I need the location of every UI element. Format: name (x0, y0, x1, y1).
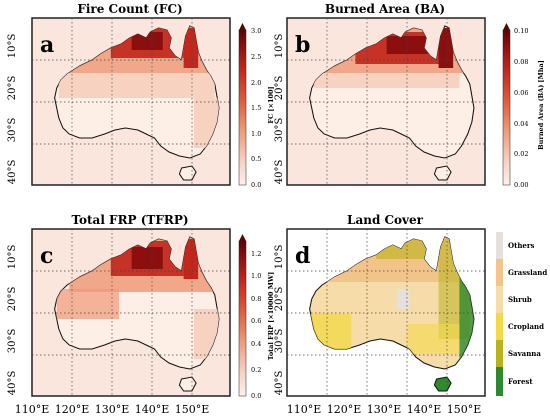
legend-label-cropland: Cropland (508, 322, 544, 331)
legend-swatch-grassland (496, 259, 503, 286)
panel-c-tick: 0.6 (251, 317, 261, 325)
panel-a-title: Fire Count (FC) (77, 2, 182, 16)
panel-a-tick: 1.5 (251, 104, 261, 112)
lon-labels-left: 110°E 120°E 130°E 140°E 150°E (15, 403, 210, 416)
lat-label: 20°S (274, 76, 285, 101)
lat-label: 40°S (7, 160, 18, 185)
panel-b-tick: 0.08 (514, 58, 528, 66)
legend-swatch-shrub (496, 286, 503, 313)
panel-c-tick: 1.0 (251, 272, 261, 280)
panel-b-tick: 0.06 (514, 89, 528, 97)
legend-swatch-savanna (496, 340, 503, 367)
lon-label: 120°E (55, 403, 90, 416)
panel-b: Burned Area (BA) b (286, 2, 545, 189)
panel-b-tick: 0.04 (514, 120, 528, 128)
panel-d: Land Cover d (286, 213, 547, 397)
panel-b-letter: b (295, 32, 310, 58)
panel-c-tick: 0.4 (251, 340, 261, 348)
panel-c-title: Total FRP (TFRP) (71, 213, 188, 227)
panel-a-colorbar-label: FC [×100] (267, 86, 275, 123)
legend-label-others: Others (508, 241, 535, 250)
panel-c-tick: 0.0 (251, 392, 261, 400)
panel-a-colorbar-ticks: 3.0 2.5 2.0 1.5 1.0 0.5 0.0 (251, 27, 261, 189)
panel-a-tick: 0.5 (251, 155, 261, 163)
legend-label-forest: Forest (508, 377, 533, 386)
lat-label: 10°S (274, 245, 285, 270)
panel-a-tick: 3.0 (251, 27, 261, 35)
lon-label: 140°E (407, 403, 442, 416)
land-cover-legend: Others Grassland Shrub Cropland Savanna … (496, 232, 547, 396)
lat-label: 40°S (274, 160, 285, 185)
lon-label: 130°E (367, 403, 402, 416)
legend-label-grassland: Grassland (508, 268, 547, 277)
panel-c-tick: 0.2 (251, 366, 261, 374)
lat-label: 30°S (274, 329, 285, 354)
panel-a-colorbar (238, 29, 247, 186)
lat-label: 20°S (7, 76, 18, 101)
panel-b-colorbar-label: Burned Area (BA) [Mha] (537, 60, 545, 150)
panel-b-tick: 0.10 (514, 27, 528, 35)
panel-c: Total FRP (TFRP) c (31, 213, 275, 400)
panel-a-tick: 2.0 (251, 79, 261, 87)
panel-a-colorbar-arrow (239, 23, 246, 30)
lat-label: 40°S (274, 371, 285, 396)
lat-label: 10°S (274, 34, 285, 59)
lon-labels-right: 110°E 120°E 130°E 140°E 150°E (287, 403, 482, 416)
panel-b-colorbar-arrow (503, 23, 510, 30)
panel-c-colorbar-arrow (239, 234, 246, 241)
panel-b-tick: 0.00 (514, 181, 528, 189)
lat-label: 10°S (7, 34, 18, 59)
lat-label: 40°S (7, 371, 18, 396)
lon-label: 150°E (175, 403, 210, 416)
panel-a-letter: a (40, 32, 54, 58)
lat-label: 20°S (274, 287, 285, 312)
lat-labels-left: 10°S 20°S 30°S 40°S 10°S 20°S 30°S 40°S (7, 34, 18, 396)
lon-label: 140°E (135, 403, 170, 416)
panel-c-colorbar-label: Total FRP [×10000 MW] (267, 272, 275, 361)
lat-label: 30°S (7, 329, 18, 354)
lat-label: 20°S (7, 287, 18, 312)
lat-label: 30°S (7, 118, 18, 143)
lon-label: 150°E (447, 403, 482, 416)
panel-a-tick: 2.5 (251, 53, 261, 61)
lon-label: 110°E (287, 403, 322, 416)
panel-b-tick: 0.02 (514, 150, 528, 158)
lon-label: 110°E (15, 403, 50, 416)
panel-c-tick: 1.2 (251, 250, 261, 258)
legend-swatch-cropland (496, 313, 503, 340)
lat-labels-right: 10°S 20°S 30°S 40°S 10°S 20°S 30°S 40°S (274, 34, 285, 396)
panel-c-letter: c (40, 243, 53, 269)
panel-c-tick: 0.8 (251, 295, 261, 303)
lon-label: 130°E (95, 403, 130, 416)
panel-d-letter: d (295, 243, 310, 269)
panel-a: Fire Count (FC) a (31, 2, 275, 189)
panel-a-tick: 1.0 (251, 130, 261, 138)
panel-d-title: Land Cover (347, 213, 424, 227)
legend-label-shrub: Shrub (508, 295, 532, 304)
legend-swatch-others (496, 232, 503, 259)
panel-b-colorbar (502, 29, 511, 186)
legend-label-savanna: Savanna (508, 349, 541, 358)
lat-label: 30°S (274, 118, 285, 143)
panel-b-title: Burned Area (BA) (325, 2, 445, 16)
panel-c-colorbar (238, 240, 247, 397)
lat-label: 10°S (7, 245, 18, 270)
lon-label: 120°E (327, 403, 362, 416)
legend-swatch-forest (496, 367, 503, 396)
panel-a-tick: 0.0 (251, 181, 261, 189)
